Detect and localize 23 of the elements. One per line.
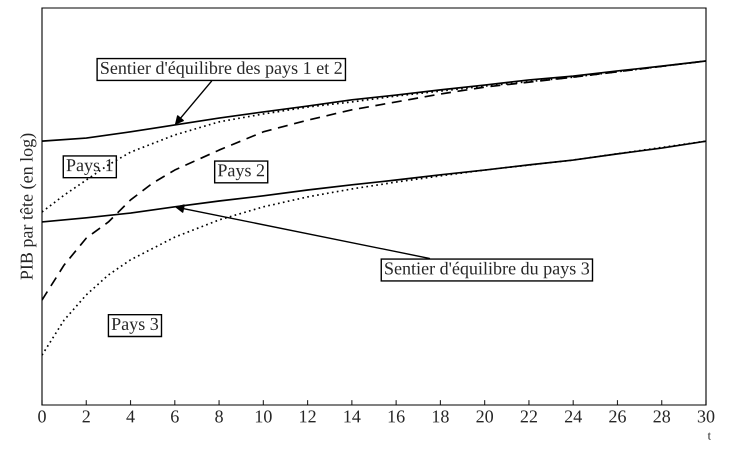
series-label: Pays 2 xyxy=(218,164,264,180)
x-tick-label: 14 xyxy=(344,410,361,422)
x-tick-label: 18 xyxy=(432,410,449,423)
x-tick-label: 6 xyxy=(171,410,179,423)
x-tick-label: 10 xyxy=(256,410,272,423)
series-label: Pays 3 xyxy=(112,318,158,334)
x-tick-label: 28 xyxy=(654,410,670,423)
x-tick-label: 26 xyxy=(609,410,626,423)
x-tick-label: 30 xyxy=(698,410,714,423)
x-tick-label: 22 xyxy=(520,410,537,422)
x-tick-label: 20 xyxy=(476,410,494,423)
series-label: Pays 1 xyxy=(66,159,113,175)
x-tick-label: 16 xyxy=(388,410,405,423)
x-tick-label: 24 xyxy=(564,410,582,422)
x-tick-label: 2 xyxy=(82,410,90,422)
x-tick-label: 4 xyxy=(126,410,135,422)
x-axis-title: t xyxy=(708,432,711,440)
x-tick-label: 0 xyxy=(38,410,46,423)
x-tick-label: 12 xyxy=(300,410,316,422)
series-label: Sentier d'équilibre des pays 1 et 2 xyxy=(101,61,342,78)
y-axis-title: PIB par tête (en log) xyxy=(20,134,36,280)
text: Sentier d'équilibre du pays 3 xyxy=(385,262,590,278)
x-tick-label: 8 xyxy=(215,410,223,423)
